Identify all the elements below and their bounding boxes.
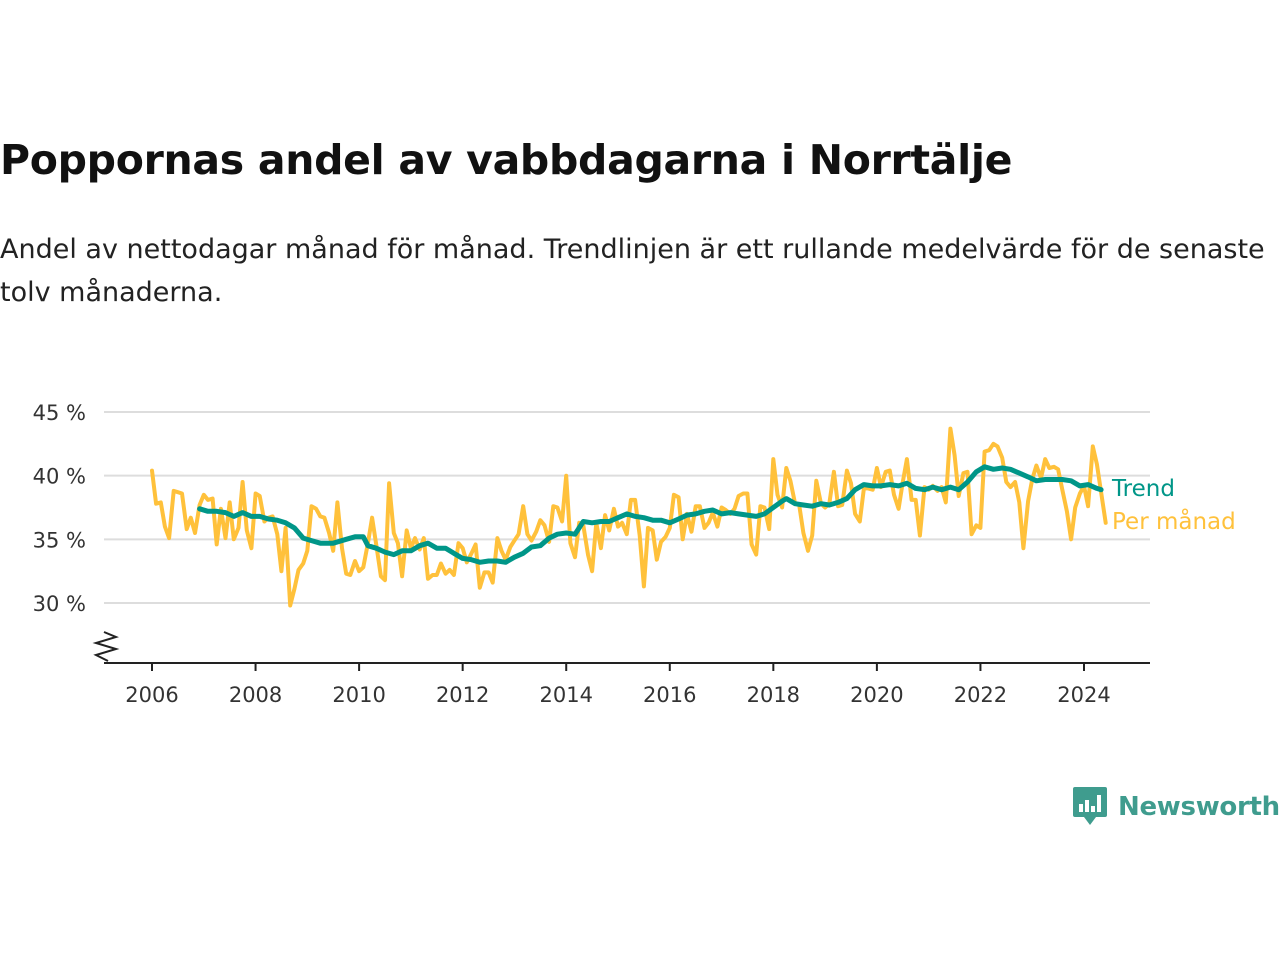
newsworthy-logo[interactable]: Newsworthy — [1072, 786, 1280, 828]
x-tick-label: 2006 — [125, 683, 178, 707]
axis-break-icon — [92, 631, 120, 662]
y-axis-ticks: 30 % 35 % 40 % 45 % — [33, 401, 86, 616]
newsworthy-logo-icon — [1073, 787, 1107, 825]
series-lines — [150, 426, 1108, 608]
legend: Trend Per månad — [1111, 476, 1236, 535]
brand-name: Newsworthy — [1118, 792, 1280, 822]
y-tick-label: 40 % — [33, 465, 86, 489]
x-tick-label: 2014 — [539, 683, 592, 707]
chart-title: Poppornas andel av vabbdagarna i Norrtäl… — [0, 136, 1013, 184]
x-tick-label: 2010 — [332, 683, 385, 707]
x-tick-label: 2022 — [954, 683, 1007, 707]
legend-label-trend: Trend — [1111, 476, 1175, 502]
legend-label-monthly: Per månad — [1112, 507, 1236, 535]
x-axis: 2006 2008 2010 2012 2014 2016 2018 2020 2022 2024 — [92, 631, 1150, 707]
x-tick-label: 2020 — [850, 683, 903, 707]
x-tick-label: 2018 — [747, 683, 800, 707]
x-tick-label: 2008 — [229, 683, 282, 707]
x-tick-label: 2024 — [1057, 683, 1110, 707]
y-tick-label: 35 % — [33, 528, 86, 552]
y-tick-label: 30 % — [33, 592, 86, 616]
x-tick-label: 2012 — [436, 683, 489, 707]
x-tick-label: 2016 — [643, 683, 696, 707]
chart-subtitle: Andel av nettodagar månad för månad. Tre… — [0, 234, 1265, 308]
trend-line — [197, 464, 1104, 565]
y-tick-label: 45 % — [33, 401, 86, 425]
